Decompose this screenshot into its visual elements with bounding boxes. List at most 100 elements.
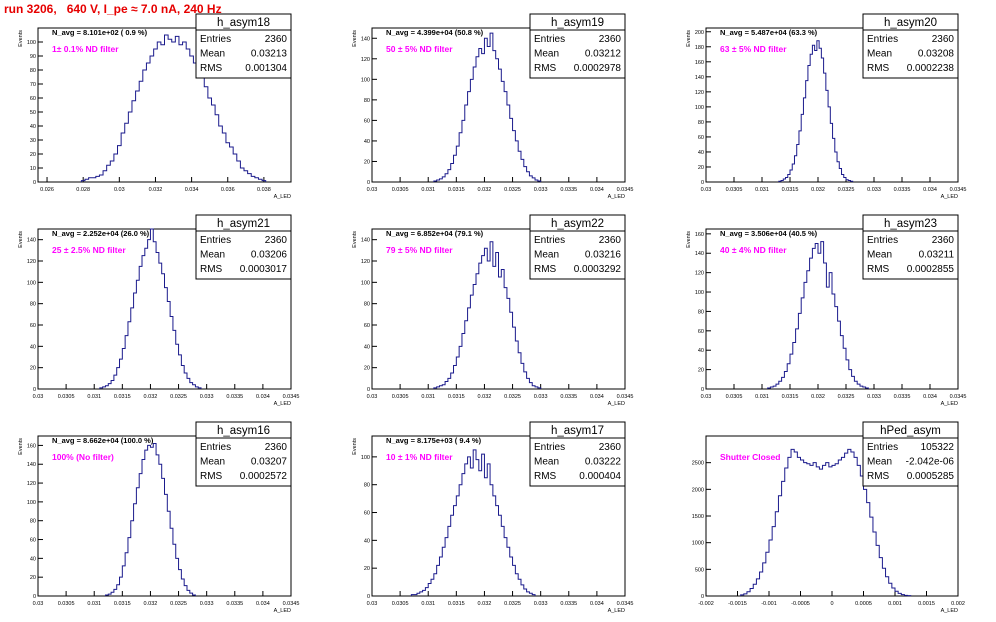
n-avg-header: N_avg = 8.101e+02 ( 0.9 %) — [52, 28, 148, 37]
x-tick-label: 0.0345 — [283, 601, 300, 607]
stats-label: Entries — [200, 235, 231, 246]
x-tick-label: 0.001 — [888, 601, 902, 607]
x-tick-label: -0.0015 — [728, 601, 747, 607]
stats-label: Mean — [534, 49, 559, 60]
x-tick-label: 0.032 — [811, 187, 825, 193]
x-tick-label: 0.0335 — [894, 187, 911, 193]
y-tick-label: 100 — [361, 455, 370, 461]
x-tick-label: 0.03 — [701, 187, 712, 193]
y-tick-label: 100 — [695, 105, 704, 111]
y-axis-label: Events — [18, 30, 24, 47]
x-tick-label: 0.0315 — [448, 394, 465, 400]
y-tick-label: 20 — [698, 368, 704, 374]
n-avg-header: N_avg = 8.175e+03 ( 9.4 %) — [386, 436, 482, 445]
stats-value: 105322 — [921, 442, 955, 453]
x-tick-label: 0.03 — [33, 601, 44, 607]
filter-annotation: 25 ± 2.5% ND filter — [52, 245, 126, 255]
y-tick-label: 80 — [364, 483, 370, 489]
x-tick-label: -0.002 — [698, 601, 714, 607]
y-tick-label: 120 — [27, 259, 36, 265]
stats-label: RMS — [534, 264, 557, 275]
x-tick-label: 0.031 — [421, 601, 435, 607]
y-tick-label: 20 — [698, 165, 704, 171]
filter-annotation: 40 ± 4% ND filter — [720, 245, 787, 255]
stats-value: 2360 — [932, 34, 955, 45]
y-tick-label: 0 — [33, 387, 36, 393]
filter-annotation: 100% (No filter) — [52, 452, 114, 462]
histogram-series — [433, 32, 542, 182]
stats-box-frame — [862, 13, 959, 79]
stats-name: h_asym23 — [884, 218, 937, 230]
y-tick-label: 160 — [695, 232, 704, 238]
x-tick-label: 0.0315 — [114, 601, 131, 607]
stats-name: h_asym18 — [217, 17, 270, 29]
y-tick-label: 10 — [30, 166, 36, 172]
y-tick-label: 20 — [30, 575, 36, 581]
x-tick-label: 0.0315 — [782, 394, 799, 400]
y-axis-label: Events — [686, 231, 692, 248]
filter-annotation: 10 ± 1% ND filter — [386, 452, 453, 462]
y-tick-label: 20 — [364, 566, 370, 572]
x-tick-label: 0.0315 — [782, 187, 799, 193]
y-tick-label: 0 — [33, 180, 36, 186]
x-tick-label: 0.03 — [367, 394, 378, 400]
y-tick-label: 60 — [364, 511, 370, 517]
stats-name: h_asym17 — [551, 425, 604, 437]
y-tick-label: 100 — [361, 77, 370, 83]
stats-label: Entries — [534, 34, 565, 45]
x-tick-label: 0.034 — [923, 394, 937, 400]
stats-box: h_asym19 Entries 2360 Mean 0.03212 RMS 0.00029… — [529, 13, 626, 79]
x-tick-label: 0.034 — [256, 601, 270, 607]
y-tick-label: 20 — [364, 159, 370, 165]
x-tick-label: 0.034 — [590, 187, 604, 193]
x-tick-label: 0.032 — [478, 601, 492, 607]
x-tick-label: 0.0335 — [560, 394, 577, 400]
histogram-series — [740, 448, 912, 597]
y-tick-label: 40 — [364, 538, 370, 544]
x-tick-label: 0.0305 — [392, 394, 409, 400]
y-tick-label: 80 — [364, 98, 370, 104]
stats-label: Mean — [200, 250, 225, 261]
x-tick-label: 0.03 — [701, 394, 712, 400]
x-tick-label: 0.033 — [867, 187, 881, 193]
y-tick-label: 20 — [30, 152, 36, 158]
y-tick-label: 0 — [367, 387, 370, 393]
histogram-panel-h_asym18: 0.026 0.028 0.03 0.032 0.034 0.036 0.038 0 10 20 3… — [18, 13, 292, 200]
x-tick-label: 0.034 — [923, 187, 937, 193]
y-tick-label: 120 — [695, 271, 704, 277]
stats-label: RMS — [867, 471, 890, 482]
x-tick-label: 0.0325 — [504, 601, 521, 607]
x-tick-label: 0.0335 — [226, 394, 243, 400]
x-tick-label: 0.0325 — [170, 394, 187, 400]
y-tick-label: 120 — [27, 481, 36, 487]
x-tick-label: 0.0315 — [448, 187, 465, 193]
x-tick-label: 0.0305 — [392, 187, 409, 193]
n-avg-header: N_avg = 3.506e+04 (40.5 %) — [720, 229, 818, 238]
stats-label: RMS — [867, 264, 890, 275]
x-tick-label: 0.034 — [256, 394, 270, 400]
n-avg-header: N_avg = 8.662e+04 (100.0 %) — [52, 436, 154, 445]
stats-label: Mean — [200, 457, 225, 468]
x-tick-label: 0.0345 — [617, 187, 634, 193]
stats-value: 0.0002978 — [574, 63, 622, 74]
histogram-series — [99, 228, 202, 389]
stats-label: Mean — [534, 457, 559, 468]
y-tick-label: 60 — [698, 135, 704, 141]
x-tick-label: 0.0325 — [838, 394, 855, 400]
x-tick-label: 0.034 — [590, 394, 604, 400]
x-tick-label: 0.034 — [185, 187, 199, 193]
x-tick-label: 0.038 — [257, 187, 271, 193]
stats-box: h_asym22 Entries 2360 Mean 0.03216 RMS 0.00032… — [529, 214, 626, 280]
x-tick-label: 0.0325 — [504, 187, 521, 193]
y-axis-label: Events — [18, 438, 24, 455]
y-tick-label: 0 — [33, 594, 36, 600]
histogram-series — [80, 34, 267, 182]
y-tick-label: 40 — [30, 124, 36, 130]
stats-box: h_asym20 Entries 2360 Mean 0.03208 RMS 0.00022… — [862, 13, 959, 79]
stats-label: Mean — [200, 49, 225, 60]
stats-value: 2360 — [265, 34, 288, 45]
histogram-panel-h_asym17: 0.03 0.0305 0.031 0.0315 0.032 0.0325 0.033 0.0… — [352, 421, 633, 614]
histogram-series — [778, 40, 854, 182]
y-tick-label: 60 — [364, 323, 370, 329]
histogram-panel-h_asym20: 0.03 0.0305 0.031 0.0315 0.032 0.0325 0.033 0.0… — [686, 13, 966, 200]
